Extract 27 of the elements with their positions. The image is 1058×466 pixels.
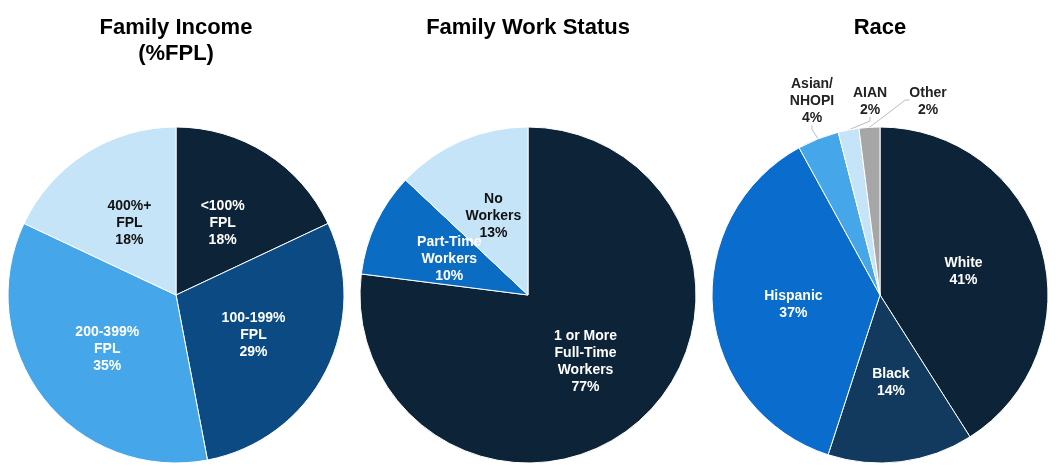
data-label: 2% <box>917 100 939 117</box>
slice-label: 100-199% FPL <box>221 309 286 343</box>
slice-label: 200-399% FPL <box>75 323 140 357</box>
data-label: 29% <box>239 343 269 360</box>
chart-title: Family Income (%FPL) <box>99 13 253 65</box>
slice-label: Asian/ NHOPI <box>789 75 835 108</box>
slice-label: Black <box>872 364 910 381</box>
slice-label: Other <box>909 83 948 100</box>
data-label: 37% <box>779 303 808 320</box>
data-label: 14% <box>876 381 906 398</box>
chart-title: Race <box>853 13 907 39</box>
slice-label: No Workers <box>465 190 522 224</box>
slice-label: Hispanic <box>764 286 823 303</box>
slice-label: 1 or More Full-Time Workers <box>554 326 618 377</box>
data-label: 77% <box>571 377 601 394</box>
data-label: 4% <box>801 109 823 125</box>
data-label: 18% <box>208 230 238 247</box>
data-label: 41% <box>949 271 979 288</box>
slice-label: 400%+ FPL <box>107 196 152 230</box>
slice-label: <100% FPL <box>200 196 246 230</box>
data-label: 35% <box>93 357 122 374</box>
chart-title: Family Work Status <box>426 13 630 39</box>
data-label: 10% <box>435 266 464 283</box>
data-label: 2% <box>859 100 881 117</box>
slice-label: AIAN <box>852 83 888 100</box>
data-label: 18% <box>115 230 144 247</box>
slice-label: White <box>944 254 983 271</box>
